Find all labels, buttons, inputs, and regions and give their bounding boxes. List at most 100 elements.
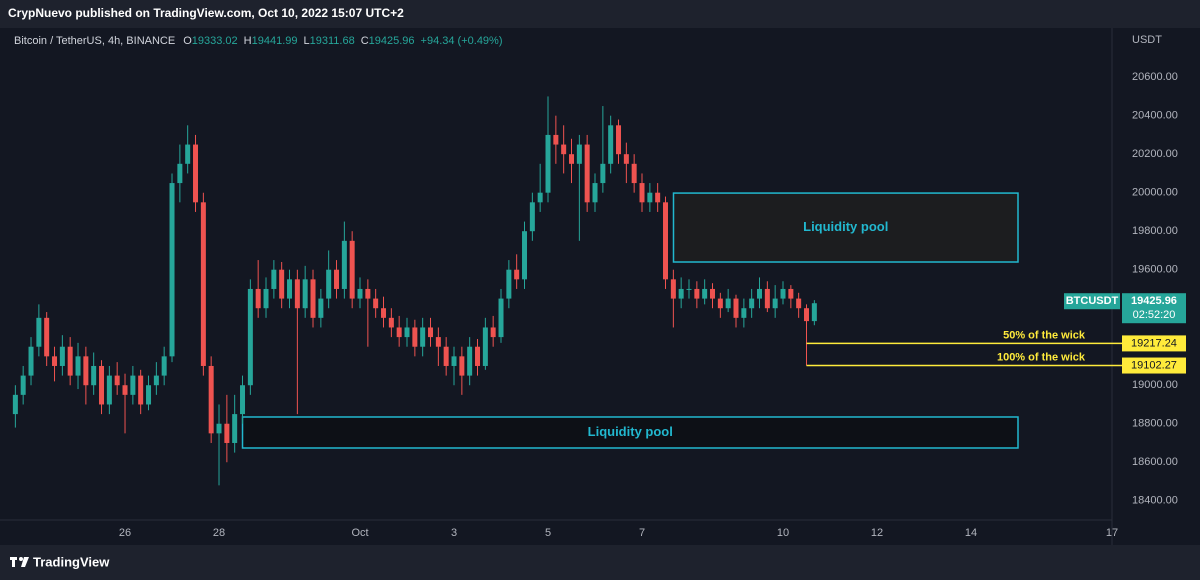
candle-body <box>686 288 692 290</box>
candle-body <box>780 288 786 299</box>
candle-body <box>435 337 441 347</box>
candle-body <box>138 375 144 405</box>
candle-body <box>529 202 535 232</box>
candle-body <box>263 288 269 309</box>
candle-body <box>443 346 449 366</box>
y-tick-label: 20200.00 <box>1132 148 1178 160</box>
ohlc-key: C <box>361 35 369 47</box>
candle-body <box>153 375 159 386</box>
candle-body <box>334 269 340 289</box>
symbol-title: Bitcoin / TetherUS, 4h, BINANCE <box>14 35 175 47</box>
candle-body <box>459 356 465 376</box>
candle-body <box>631 163 637 184</box>
candle-body <box>240 385 246 415</box>
zone-label: Liquidity pool <box>588 424 673 439</box>
level-price: 19102.27 <box>1131 359 1177 371</box>
candle-body <box>294 279 300 309</box>
candle-body <box>357 288 363 299</box>
x-tick-label: 12 <box>871 527 883 539</box>
candle-body <box>757 288 763 299</box>
ohlc-key: O <box>183 35 192 47</box>
candle-body <box>310 279 316 318</box>
candle-body <box>475 346 481 366</box>
candle-body <box>224 423 230 443</box>
candle-body <box>608 125 614 164</box>
y-tick-label: 18600.00 <box>1132 456 1178 468</box>
y-axis-unit: USDT <box>1132 34 1162 46</box>
candle-body <box>75 356 81 376</box>
candle-body <box>490 327 496 338</box>
candle-body <box>287 279 293 299</box>
x-tick-label: 17 <box>1106 527 1118 539</box>
candle-body <box>639 183 645 203</box>
candle-body <box>106 375 112 405</box>
candle-body <box>381 308 387 318</box>
candle-body <box>91 365 97 386</box>
candle-body <box>678 288 684 299</box>
candle-body <box>655 192 661 203</box>
candle-body <box>592 183 598 203</box>
y-tick-label: 19800.00 <box>1132 225 1178 237</box>
candle-body <box>208 365 214 434</box>
candle-body <box>177 163 183 184</box>
symbol-tag <box>1064 293 1120 310</box>
candle-body <box>537 192 543 203</box>
ohlc-value: 19333.02 <box>192 35 238 47</box>
x-tick-label: Oct <box>351 527 368 539</box>
ohlc-key: H <box>244 35 252 47</box>
candle-body <box>545 134 551 193</box>
candle-body <box>99 365 105 405</box>
x-tick-label: 28 <box>213 527 225 539</box>
candle-body <box>467 346 473 376</box>
candle-body <box>396 327 402 338</box>
candle-body <box>404 327 410 338</box>
countdown: 02:52:20 <box>1133 309 1176 321</box>
candle-body <box>83 356 89 386</box>
y-tick-label: 19000.00 <box>1132 379 1178 391</box>
candle-body <box>514 269 520 280</box>
candle-body <box>553 134 559 145</box>
candle-body <box>702 288 708 299</box>
candle-body <box>161 356 167 376</box>
x-tick-label: 3 <box>451 527 457 539</box>
ohlc-value: 19311.68 <box>310 35 355 47</box>
logo-part <box>21 557 29 567</box>
candle-body <box>788 288 794 299</box>
price-tag-value: 19425.96 <box>1131 295 1177 307</box>
zone <box>672 192 1019 263</box>
zone <box>241 416 1019 449</box>
y-tick-label: 19600.00 <box>1132 264 1178 276</box>
y-tick-label: 20600.00 <box>1132 71 1178 83</box>
candle-body <box>59 346 65 366</box>
candle-body <box>185 144 191 164</box>
candle-body <box>561 144 567 155</box>
candle-body <box>749 298 755 309</box>
candle-body <box>255 288 261 309</box>
candle-body <box>232 414 238 443</box>
change: +94.34 (+0.49%) <box>421 35 503 47</box>
candle-body <box>420 327 426 347</box>
candle-body <box>670 279 676 299</box>
level-label: 100% of the wick <box>997 351 1086 363</box>
candle-body <box>725 298 731 309</box>
candle-body <box>482 327 488 366</box>
candle-body <box>302 279 308 309</box>
candle-body <box>412 327 418 347</box>
candle-body <box>326 269 332 299</box>
candle-body <box>279 269 285 299</box>
candle-body <box>114 375 120 386</box>
candle-body <box>318 298 324 318</box>
y-tick-label: 20400.00 <box>1132 110 1178 122</box>
ohlc-value: 19441.99 <box>252 35 298 47</box>
candle-body <box>200 202 206 366</box>
top-bar <box>0 0 1200 28</box>
candle-body <box>169 183 175 357</box>
candle-body <box>451 356 457 366</box>
candle-body <box>36 317 42 347</box>
x-tick-label: 26 <box>119 527 131 539</box>
candle-body <box>741 308 747 318</box>
candle-body <box>146 385 152 405</box>
candle-body <box>67 346 73 376</box>
